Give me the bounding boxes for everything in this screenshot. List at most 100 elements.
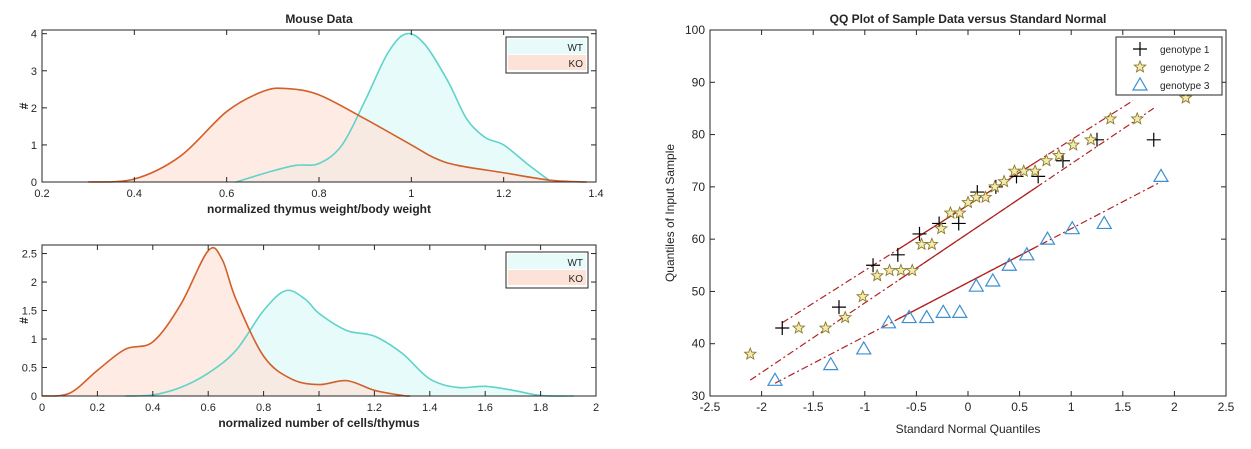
- y-tick-label: 0: [31, 391, 37, 403]
- data-point-star: [925, 237, 939, 251]
- x-axis-label: normalized number of cells/thymus: [218, 416, 420, 430]
- legend-marker-triangle-triangle: [1131, 76, 1149, 91]
- x-tick-label: 1.4: [588, 188, 603, 200]
- density-plot-cell-number: 0 0.2 0.4 0.6 0.8 1 1.2 1.4 1.6 1.8 2 0 0.5 1 1.5 2 2.5 n…: [17, 244, 599, 430]
- y-axis-label: #: [17, 317, 31, 324]
- density-curve-ko: [88, 87, 587, 183]
- x-tick-label: -1: [859, 400, 870, 414]
- data-point-plus: [866, 258, 881, 273]
- y-tick-label: 60: [692, 232, 706, 246]
- reference-line-extended: [774, 181, 1162, 384]
- y-tick-label: 2: [31, 103, 37, 115]
- chart-title: Mouse Data: [285, 12, 353, 26]
- x-tick-label: 1.2: [367, 402, 382, 414]
- data-point-triangle: [1018, 246, 1035, 261]
- legend-label: WT: [567, 258, 583, 269]
- y-tick-label: 80: [692, 128, 706, 142]
- data-point-plus: [890, 247, 905, 262]
- x-axis-label: normalized thymus weight/body weight: [207, 202, 431, 216]
- x-tick-label: 1: [1068, 400, 1075, 414]
- y-tick-label: 0: [31, 177, 37, 189]
- x-tick-label: 0.5: [1011, 400, 1028, 414]
- data-point-triangle: [968, 278, 985, 292]
- legend-box: [1115, 36, 1223, 96]
- x-tick-label: -0.5: [906, 400, 927, 414]
- data-point-star: [961, 195, 975, 209]
- data-point-star: [1103, 111, 1118, 125]
- data-point-star: [818, 320, 833, 334]
- data-point-star: [997, 174, 1012, 188]
- legend-label: KO: [569, 274, 584, 285]
- data-point-triangle: [822, 356, 839, 371]
- data-point-triangle: [1001, 257, 1018, 271]
- data-point-star: [1028, 163, 1042, 178]
- chart-title: QQ Plot of Sample Data versus Standard N…: [830, 12, 1107, 26]
- x-tick-label: 0.8: [256, 402, 271, 414]
- legend: WT KO: [505, 251, 589, 289]
- x-tick-label: 1: [408, 188, 414, 200]
- x-tick-label: 2: [1171, 400, 1178, 414]
- data-point-plus: [1146, 132, 1161, 147]
- x-axis-label: Standard Normal Quantiles: [896, 422, 1041, 436]
- data-point-triangle: [1152, 168, 1170, 182]
- density-curve-ko: [41, 246, 411, 397]
- data-point-plus: [912, 226, 927, 241]
- data-point-star: [978, 190, 993, 204]
- x-tick-label: 2: [593, 402, 599, 414]
- legend-label: genotype 2: [1160, 63, 1210, 74]
- data-point-star: [838, 310, 853, 324]
- data-point-star: [1051, 148, 1066, 162]
- x-tick-label: 0.2: [34, 188, 49, 200]
- y-tick-label: 3: [31, 66, 37, 78]
- density-area-ko: [42, 247, 411, 397]
- data-point-triangle: [951, 304, 968, 318]
- legend-swatch-ko: [508, 55, 586, 70]
- x-tick-label: 0: [39, 402, 45, 414]
- density-area-wt: [235, 33, 550, 182]
- legend-swatch-ko: [508, 270, 586, 285]
- density-area-ko: [88, 88, 587, 182]
- legend-label: genotype 1: [1160, 45, 1210, 56]
- y-tick-label: 70: [692, 180, 706, 194]
- x-tick-label: 0.4: [127, 188, 142, 200]
- density-curve-wt: [125, 289, 574, 397]
- x-tick-label: 1.2: [496, 188, 511, 200]
- qq-plot: -2.5 -2 -1.5 -1 -0.5 0 0.5 1 1.5 2 2.5 30 40 50 60 70 80…: [663, 12, 1235, 436]
- x-tick-label: 0.8: [311, 188, 326, 200]
- data-point-star: [855, 289, 870, 303]
- y-tick-label: 2: [31, 277, 37, 289]
- data-point-triangle: [855, 340, 872, 355]
- data-point-star: [743, 346, 758, 361]
- data-point-star: [870, 268, 885, 282]
- data-point-triangle: [984, 272, 1001, 287]
- legend-marker-star-star: [1133, 59, 1147, 73]
- legend-swatch-wt: [508, 254, 586, 269]
- data-point-star: [1083, 132, 1098, 146]
- x-tick-label: 0: [965, 400, 972, 414]
- data-point-triangle: [1064, 220, 1081, 235]
- data-point-triangle: [1039, 230, 1056, 245]
- data-point-star: [905, 263, 920, 277]
- x-tick-label: 0.2: [90, 402, 105, 414]
- y-tick-label: 4: [31, 29, 37, 41]
- x-tick-label: 0.6: [201, 402, 216, 414]
- data-point-star: [952, 205, 967, 219]
- x-tick-label: 1.4: [422, 402, 437, 414]
- x-tick-label: 2.5: [1218, 400, 1235, 414]
- reference-line-extended: [781, 100, 1134, 324]
- legend: genotype 1 genotype 2 genotype 3: [1115, 36, 1223, 96]
- y-tick-label: 100: [685, 23, 705, 37]
- reference-line-iqr: [898, 245, 1038, 320]
- data-point-star: [1178, 90, 1193, 104]
- data-point-plus: [832, 300, 846, 315]
- x-tick-label: 0.6: [219, 188, 234, 200]
- data-point-star: [894, 263, 908, 277]
- legend-label: WT: [567, 43, 583, 54]
- data-point-triangle: [901, 309, 918, 324]
- data-point-triangle: [935, 304, 952, 318]
- data-point-plus: [951, 216, 966, 231]
- density-curve-wt: [235, 32, 551, 183]
- density-plot-thymus-weight: 0.2 0.4 0.6 0.8 1 1.2 1.4 0 1 2 3 4 Mouse Data normal…: [17, 12, 604, 216]
- data-point-star: [882, 263, 897, 277]
- y-tick-label: 30: [692, 389, 706, 403]
